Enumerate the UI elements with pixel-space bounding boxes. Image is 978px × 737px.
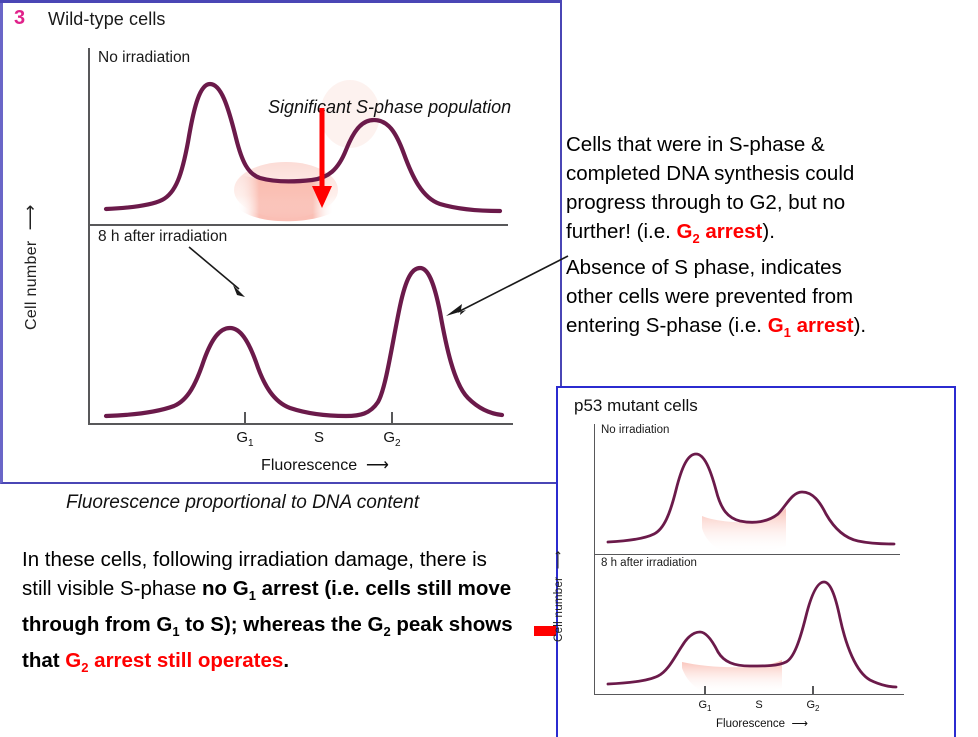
g2-arrest-g: G bbox=[676, 220, 693, 243]
x-tick-label-g1-text: G bbox=[236, 429, 249, 446]
p53-y-axis-spine bbox=[594, 424, 596, 694]
right-explanation-text: Cells that were in S-phase & completed D… bbox=[566, 130, 978, 347]
right-text-line-3: progress through to G2, but no bbox=[566, 191, 846, 214]
post-irradiation-curve bbox=[103, 265, 505, 419]
p53-x-axis-arrow-icon: ⟶ bbox=[788, 718, 808, 730]
bottom-text-seg-2-sub: 1 bbox=[248, 588, 256, 604]
g2-arrest-highlight: G2 arrest bbox=[676, 220, 763, 247]
right-text-line-4-end: ). bbox=[762, 220, 775, 243]
y-axis-label: Cell number ⟶ bbox=[20, 204, 41, 330]
p53-flow-cytometry-figure: Cell number ⟶ No irradiation 8 h after i… bbox=[550, 424, 942, 734]
g1-arrest-g: G bbox=[767, 314, 784, 338]
pointer-line-to-curve bbox=[446, 255, 569, 316]
x-tick-label-g1-sub: 1 bbox=[248, 438, 254, 449]
p53-x-axis-title: Fluorescence ⟶ bbox=[716, 716, 808, 730]
x-axis-title: Fluorescence ⟶ bbox=[261, 455, 389, 475]
g1-arrest-sub: 1 bbox=[783, 325, 791, 341]
p53-top-panel-label: No irradiation bbox=[601, 424, 670, 436]
y-axis-arrow-icon: ⟶ bbox=[20, 204, 40, 236]
g2-arrest-word: arrest bbox=[699, 220, 763, 243]
right-text-line-6: other cells were prevented from bbox=[566, 285, 854, 309]
p53-x-tick-label-g1: G1 bbox=[698, 699, 711, 713]
x-axis-arrow-icon: ⟶ bbox=[361, 457, 389, 474]
x-tick-label-s: S bbox=[313, 429, 325, 446]
page-title: Wild-type cells bbox=[48, 9, 166, 29]
bottom-text-seg-6: G bbox=[65, 649, 82, 673]
x-tick-label-g2: G2 bbox=[383, 429, 400, 449]
p53-x-axis-title-text: Fluorescence bbox=[716, 718, 786, 730]
p53-x-tick-label-g1-sub: 1 bbox=[707, 704, 712, 714]
right-text-line-5: Absence of S phase, indicates bbox=[566, 256, 842, 280]
x-tick-label-g1: G1 bbox=[236, 429, 253, 449]
s-phase-annotation: Significant S-phase population bbox=[268, 97, 512, 117]
right-text-line-4-pre: further! (i.e. bbox=[566, 220, 677, 243]
right-text-line-7-end: ). bbox=[853, 314, 867, 338]
panel-top-rule bbox=[0, 0, 562, 3]
p53-x-tick-label-g2-text: G bbox=[806, 699, 816, 711]
p53-x-tick-label-g2: G2 bbox=[806, 699, 819, 713]
bottom-text-seg-3: arrest (i.e. cells still move through fr… bbox=[22, 577, 512, 637]
right-text-line-1: Cells that were in S-phase & bbox=[566, 133, 825, 156]
p53-panel-divider bbox=[594, 554, 900, 556]
bottom-text-seg-3-sub: 1 bbox=[172, 624, 180, 640]
g2-arrest-sub: 2 bbox=[692, 231, 700, 247]
s-phase-pointer-arrow bbox=[312, 108, 332, 208]
g1-arrest-word: arrest bbox=[790, 314, 854, 338]
no-irradiation-curve bbox=[103, 80, 503, 222]
y-axis-label-text: Cell number bbox=[23, 240, 40, 330]
p53-bottom-panel-label: 8 h after irradiation bbox=[601, 557, 697, 569]
bottom-text-seg-5: peak shows that bbox=[22, 613, 513, 673]
x-tick-label-g2-text: G bbox=[383, 429, 396, 446]
p53-post-irradiation-curve bbox=[606, 580, 898, 693]
x-tick-g1 bbox=[244, 412, 246, 424]
bottom-text-seg-2: no G bbox=[202, 577, 249, 600]
x-tick-label-g2-sub: 2 bbox=[395, 438, 401, 449]
bottom-text-seg-4-sub: 2 bbox=[383, 624, 391, 640]
x-tick-g2 bbox=[391, 412, 393, 424]
panel-divider bbox=[88, 224, 508, 226]
top-panel-label: No irradiation bbox=[98, 49, 191, 66]
bottom-panel-label: 8 h after irradiation bbox=[98, 228, 228, 245]
bottom-text-seg-4: to S); whereas the G bbox=[179, 613, 384, 637]
p53-x-tick-label-g1-text: G bbox=[698, 699, 708, 711]
g2-arrest-operates-highlight: G2 arrest still operates bbox=[65, 649, 284, 676]
p53-x-tick-label-s: S bbox=[755, 699, 763, 711]
figure-caption: Fluorescence proportional to DNA content bbox=[66, 492, 420, 513]
bottom-text-seg-1: In these cells, following irradiation da… bbox=[22, 548, 487, 600]
bottom-explanation-text: In these cells, following irradiation da… bbox=[22, 545, 522, 682]
p53-y-axis-arrow-icon: ⟶ bbox=[550, 550, 565, 574]
x-axis-line bbox=[88, 423, 513, 425]
g1-arrest-highlight: G1 arrest bbox=[767, 314, 854, 341]
p53-y-axis-label: Cell number ⟶ bbox=[550, 550, 566, 642]
bottom-text-seg-6-sub: 2 bbox=[81, 660, 89, 676]
bottom-text-bold-1: no G1 arrest (i.e. cells still move thro… bbox=[22, 577, 513, 676]
bottom-text-seg-7: . bbox=[283, 649, 290, 673]
p53-x-axis-line bbox=[594, 694, 904, 696]
wild-type-flow-cytometry-figure: Cell number ⟶ No irradiation bbox=[20, 48, 513, 478]
p53-no-irradiation-curve bbox=[606, 452, 896, 552]
slide-number: 3 bbox=[14, 7, 26, 29]
right-text-line-2: completed DNA synthesis could bbox=[566, 162, 855, 185]
pointer-line-to-g1-peak bbox=[188, 246, 245, 297]
p53-inset-title: p53 mutant cells bbox=[574, 396, 698, 415]
bottom-text-seg-6-post: arrest still operates bbox=[88, 649, 284, 673]
p53-x-tick-g1 bbox=[704, 686, 706, 695]
x-axis-title-text: Fluorescence bbox=[261, 457, 358, 474]
y-axis-spine bbox=[88, 48, 90, 423]
p53-x-tick-g2 bbox=[812, 686, 814, 695]
p53-y-axis-label-text: Cell number bbox=[553, 576, 565, 642]
p53-x-tick-label-g2-sub: 2 bbox=[815, 704, 820, 714]
right-text-line-7-pre: entering S-phase (i.e. bbox=[566, 314, 768, 338]
